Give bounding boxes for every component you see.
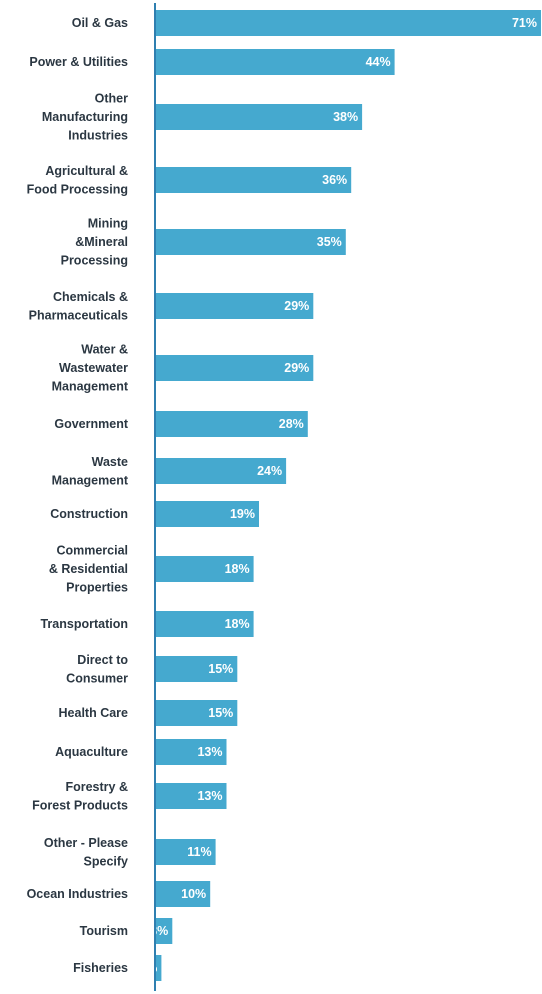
category-label: Waste Management (52, 455, 129, 488)
category-label: Mining &Mineral Processing (61, 217, 128, 268)
bar (156, 739, 227, 765)
bar (156, 656, 238, 682)
category-label-line: Fisheries (73, 961, 128, 975)
bar (156, 700, 238, 726)
category-label-line: Manufacturing (42, 110, 128, 124)
bar-value-label: 24% (257, 464, 282, 478)
category-label-line: Power & Utilities (29, 55, 128, 69)
bar-value-label: 19% (230, 507, 255, 521)
bar (156, 229, 346, 255)
category-label: Other - Please Specify (44, 836, 128, 869)
category-label-line: Processing (61, 254, 128, 268)
category-label: Oil & Gas (72, 16, 128, 30)
category-label: Agricultural & Food Processing (27, 164, 128, 197)
category-label-line: Management (52, 473, 129, 487)
category-label: Fisheries (73, 961, 128, 975)
bar (156, 49, 395, 75)
category-label-line: & Residential (49, 562, 128, 576)
bar-value-label: 44% (366, 55, 391, 69)
bar-value-label: 38% (333, 110, 358, 124)
bar (156, 10, 541, 36)
bar (156, 839, 216, 865)
category-label-line: Forest Products (32, 798, 128, 812)
bar-value-label: 13% (197, 745, 222, 759)
bar (156, 501, 259, 527)
category-labels-group: Oil & Gas Power & Utilities Other Manufactu… (27, 16, 129, 975)
category-label-line: Health Care (59, 706, 129, 720)
bar-value-label: 28% (279, 417, 304, 431)
category-label-line: Direct to (77, 653, 128, 667)
category-label: Transportation (40, 617, 128, 631)
category-label-line: Wastewater (59, 361, 128, 375)
bar-value-label: 10% (181, 887, 206, 901)
category-label: Other Manufacturing Industries (42, 92, 128, 143)
value-labels-group: 71% 44% 38% 36% 35% 29% 29% 28% 24% 19% 18% 18% 15% 1… (139, 16, 537, 975)
bars-group (156, 10, 541, 981)
category-label-line: Construction (50, 507, 128, 521)
bar (156, 293, 314, 319)
category-label: Commercial & Residential Properties (49, 544, 128, 595)
bar-value-label: 1% (139, 961, 157, 975)
category-label-line: Oil & Gas (72, 16, 128, 30)
category-label: Water & Wastewater Management (52, 343, 129, 394)
category-label-line: Tourism (80, 924, 128, 938)
bar-value-label: 18% (225, 617, 250, 631)
bar-value-label: 15% (208, 662, 233, 676)
bar (156, 918, 173, 944)
category-label: Chemicals & Pharmaceuticals (29, 290, 128, 323)
category-label-line: Management (52, 380, 129, 394)
category-label: Forestry & Forest Products (32, 780, 128, 813)
bar-value-label: 29% (284, 361, 309, 375)
category-label-line: Transportation (40, 617, 128, 631)
bar-value-label: 13% (197, 789, 222, 803)
category-label-line: Industries (68, 129, 128, 143)
bar-value-label: 71% (512, 16, 537, 30)
bar-value-label: 35% (317, 235, 342, 249)
category-label-line: Ocean Industries (27, 887, 128, 901)
category-label: Direct to Consumer (66, 653, 128, 686)
bar-value-label: 11% (187, 845, 211, 859)
category-label-line: Waste (92, 455, 128, 469)
bar (156, 955, 162, 981)
category-label: Power & Utilities (29, 55, 128, 69)
bar (156, 783, 227, 809)
bar (156, 881, 211, 907)
bar-value-label: 15% (208, 706, 233, 720)
bar (156, 556, 254, 582)
bar-value-label: 29% (284, 299, 309, 313)
bar (156, 167, 352, 193)
category-label-line: Properties (66, 581, 128, 595)
bar (156, 411, 308, 437)
category-label-line: Pharmaceuticals (29, 308, 128, 322)
category-label-line: Other (95, 92, 128, 106)
category-label-line: Consumer (66, 671, 128, 685)
category-label-line: Chemicals & (53, 290, 128, 304)
category-label: Ocean Industries (27, 887, 128, 901)
category-label: Construction (50, 507, 128, 521)
category-label-line: Specify (84, 854, 129, 868)
category-label: Aquaculture (55, 745, 128, 759)
category-label-line: Food Processing (27, 182, 128, 196)
bar (156, 611, 254, 637)
category-label-line: Other - Please (44, 836, 128, 850)
bar (156, 458, 287, 484)
bar (156, 355, 314, 381)
category-label: Tourism (80, 924, 128, 938)
category-label-line: Agricultural & (45, 164, 128, 178)
bar-value-label: 18% (225, 562, 250, 576)
category-label: Health Care (59, 706, 129, 720)
category-label-line: Commercial (56, 544, 128, 558)
category-label-line: Government (54, 417, 128, 431)
bar-value-label: 36% (322, 173, 347, 187)
category-label-line: Water & (81, 343, 128, 357)
category-label: Government (54, 417, 128, 431)
category-label-line: Aquaculture (55, 745, 128, 759)
category-label-line: Mining (88, 217, 128, 231)
category-label-line: &Mineral (75, 235, 128, 249)
category-label-line: Forestry & (65, 780, 128, 794)
bar (156, 104, 363, 130)
bar-value-label: 3% (150, 924, 168, 938)
